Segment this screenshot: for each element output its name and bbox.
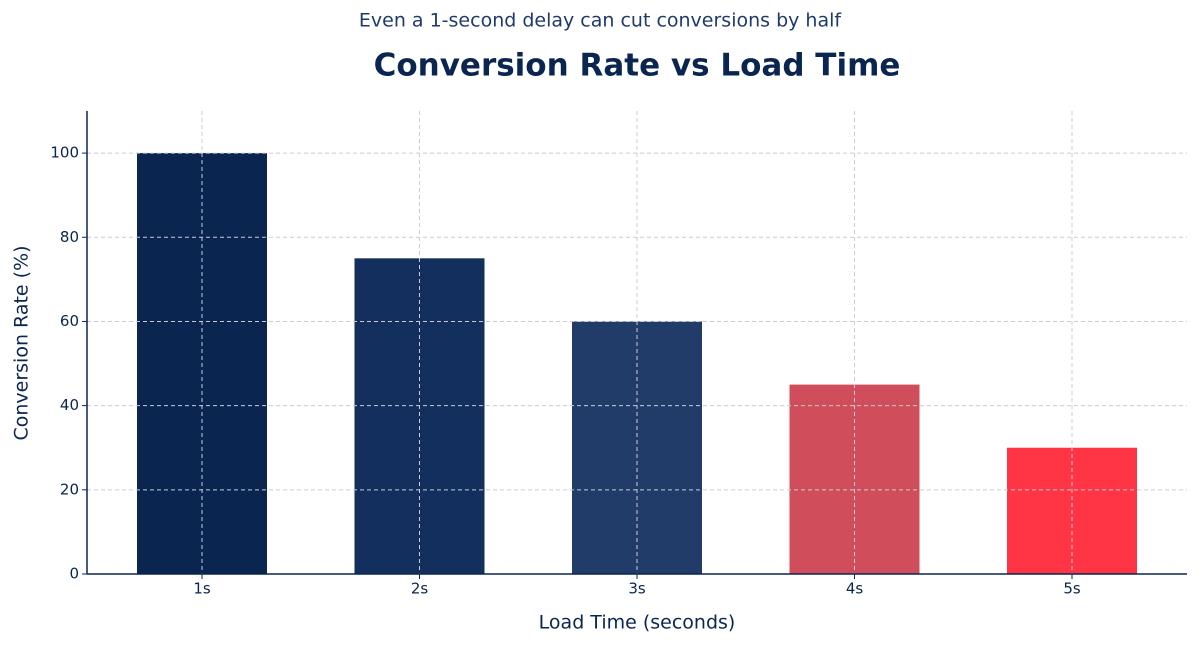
x-tick-label: 4s	[846, 580, 864, 598]
y-tick-label: 80	[60, 228, 79, 246]
x-axis-label: Load Time (seconds)	[539, 612, 736, 634]
x-tick-label: 3s	[628, 580, 646, 598]
x-tick-label: 5s	[1063, 580, 1081, 598]
y-axis-label: Conversion Rate (%)	[11, 245, 33, 440]
y-tick-label: 20	[60, 480, 79, 498]
chart-subtitle: Even a 1-second delay can cut conversion…	[359, 10, 843, 32]
y-tick-label: 0	[69, 565, 79, 583]
x-tick-label: 1s	[193, 580, 211, 598]
y-tick-label: 40	[60, 396, 79, 414]
x-tick-label: 2s	[411, 580, 429, 598]
bar	[789, 384, 920, 574]
y-tick-label: 60	[60, 312, 79, 330]
chart-title: Conversion Rate vs Load Time	[374, 48, 901, 84]
y-tick-label: 100	[50, 144, 79, 162]
